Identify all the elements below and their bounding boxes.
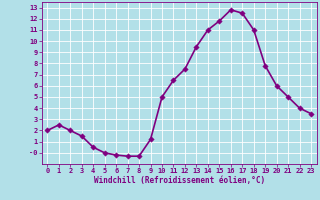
X-axis label: Windchill (Refroidissement éolien,°C): Windchill (Refroidissement éolien,°C) <box>94 176 265 185</box>
